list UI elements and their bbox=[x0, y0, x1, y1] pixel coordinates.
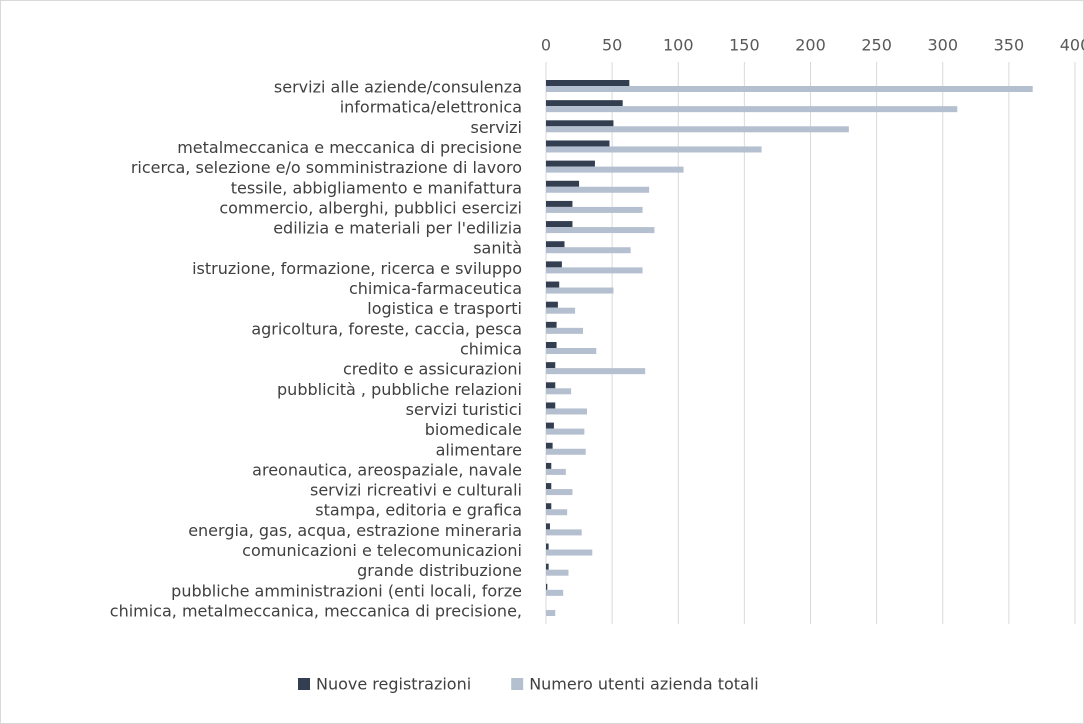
x-tick-label: 200 bbox=[795, 36, 826, 55]
bar bbox=[546, 241, 565, 248]
y-tick-label: sanità bbox=[473, 239, 522, 258]
bar bbox=[546, 206, 643, 213]
bar bbox=[546, 610, 556, 616]
bar bbox=[546, 321, 557, 328]
bar bbox=[546, 160, 595, 167]
bar bbox=[546, 327, 584, 334]
bar bbox=[546, 543, 549, 550]
x-tick-label: 100 bbox=[663, 36, 694, 55]
bar bbox=[546, 287, 614, 294]
bar bbox=[546, 509, 568, 516]
y-tick-label: chimica bbox=[460, 340, 522, 359]
bar bbox=[546, 247, 631, 254]
y-tick-label: servizi ricreativi e culturali bbox=[310, 481, 522, 500]
bar bbox=[546, 106, 958, 113]
bar bbox=[546, 462, 552, 469]
y-tick-label: biomedicale bbox=[425, 420, 522, 439]
bar bbox=[546, 100, 623, 107]
y-tick-label: comunicazioni e telecomunicazioni bbox=[242, 541, 522, 560]
y-tick-label: commercio, alberghi, pubblici esercizi bbox=[219, 198, 522, 217]
bar bbox=[546, 589, 564, 596]
legend-swatch bbox=[511, 678, 524, 690]
bar bbox=[546, 569, 569, 576]
y-tick-label: credito e assicurazioni bbox=[343, 360, 522, 379]
bar bbox=[546, 301, 558, 308]
bar bbox=[546, 529, 582, 536]
bar bbox=[546, 227, 655, 234]
bar bbox=[546, 120, 614, 127]
bar bbox=[546, 523, 550, 530]
bar bbox=[546, 362, 556, 369]
y-tick-label: informatica/elettronica bbox=[340, 98, 522, 117]
bar bbox=[546, 180, 580, 187]
x-tick-label: 0 bbox=[541, 36, 551, 55]
bar bbox=[546, 140, 610, 147]
y-tick-label: servizi alle aziende/consulenza bbox=[274, 78, 522, 97]
bar bbox=[546, 563, 549, 570]
x-tick-label: 350 bbox=[994, 36, 1025, 55]
bar bbox=[546, 368, 646, 375]
y-tick-label: alimentare bbox=[436, 440, 522, 459]
y-tick-label: pubblicità , pubbliche relazioni bbox=[277, 380, 522, 399]
y-tick-label: energia, gas, acqua, estrazione minerari… bbox=[188, 521, 522, 540]
bar bbox=[546, 503, 552, 510]
bar bbox=[546, 261, 562, 268]
legend-label: Nuove registrazioni bbox=[316, 675, 471, 694]
y-tick-label: servizi bbox=[470, 118, 522, 137]
bar bbox=[546, 408, 587, 415]
y-tick-label: tessile, abbigliamento e manifattura bbox=[231, 178, 522, 197]
x-tick-label: 400 bbox=[1060, 36, 1084, 55]
bar bbox=[546, 307, 576, 314]
bar bbox=[546, 583, 548, 590]
y-tick-label: logistica e trasporti bbox=[367, 299, 522, 318]
bar bbox=[546, 267, 643, 274]
y-tick-label: pubbliche amministrazioni (enti locali, … bbox=[171, 581, 522, 600]
y-tick-label: ricerca, selezione e/o somministrazione … bbox=[131, 158, 522, 177]
x-tick-label: 300 bbox=[927, 36, 958, 55]
bar bbox=[546, 126, 849, 133]
bar bbox=[546, 483, 552, 490]
bar bbox=[546, 448, 586, 455]
y-tick-label: edilizia e materiali per l'edilizia bbox=[273, 219, 522, 238]
bar bbox=[546, 468, 566, 475]
bar bbox=[546, 342, 557, 348]
y-tick-label: metalmeccanica e meccanica di precisione bbox=[177, 138, 522, 157]
y-tick-label: areonautica, areospaziale, navale bbox=[252, 460, 522, 479]
y-tick-label: chimica, metalmeccanica, meccanica di pr… bbox=[110, 602, 522, 621]
y-tick-label: grande distribuzione bbox=[357, 561, 522, 580]
bar bbox=[546, 402, 556, 409]
bar bbox=[546, 382, 556, 389]
bar bbox=[546, 186, 650, 193]
bar bbox=[546, 80, 630, 86]
bar bbox=[546, 489, 573, 496]
legend-label: Numero utenti azienda totali bbox=[529, 675, 759, 694]
legend-swatch bbox=[298, 678, 310, 690]
x-tick-label: 150 bbox=[729, 36, 760, 55]
bar bbox=[546, 348, 597, 354]
bar bbox=[546, 422, 554, 429]
bar bbox=[546, 146, 762, 153]
bar bbox=[546, 86, 1033, 92]
bar bbox=[546, 549, 593, 556]
bar bbox=[546, 388, 572, 395]
bar bbox=[546, 281, 560, 288]
bar bbox=[546, 166, 684, 173]
x-tick-label: 50 bbox=[602, 36, 622, 55]
y-tick-label: chimica-farmaceutica bbox=[349, 279, 522, 298]
y-tick-label: servizi turistici bbox=[406, 400, 522, 419]
y-tick-label: agricoltura, foreste, caccia, pesca bbox=[251, 319, 522, 338]
bar bbox=[546, 221, 573, 228]
bar bbox=[546, 442, 553, 449]
y-tick-label: stampa, editoria e grafica bbox=[315, 501, 522, 520]
bar bbox=[546, 200, 573, 207]
bar bbox=[546, 428, 585, 435]
y-tick-label: istruzione, formazione, ricerca e svilup… bbox=[192, 259, 522, 278]
x-tick-label: 250 bbox=[861, 36, 892, 55]
